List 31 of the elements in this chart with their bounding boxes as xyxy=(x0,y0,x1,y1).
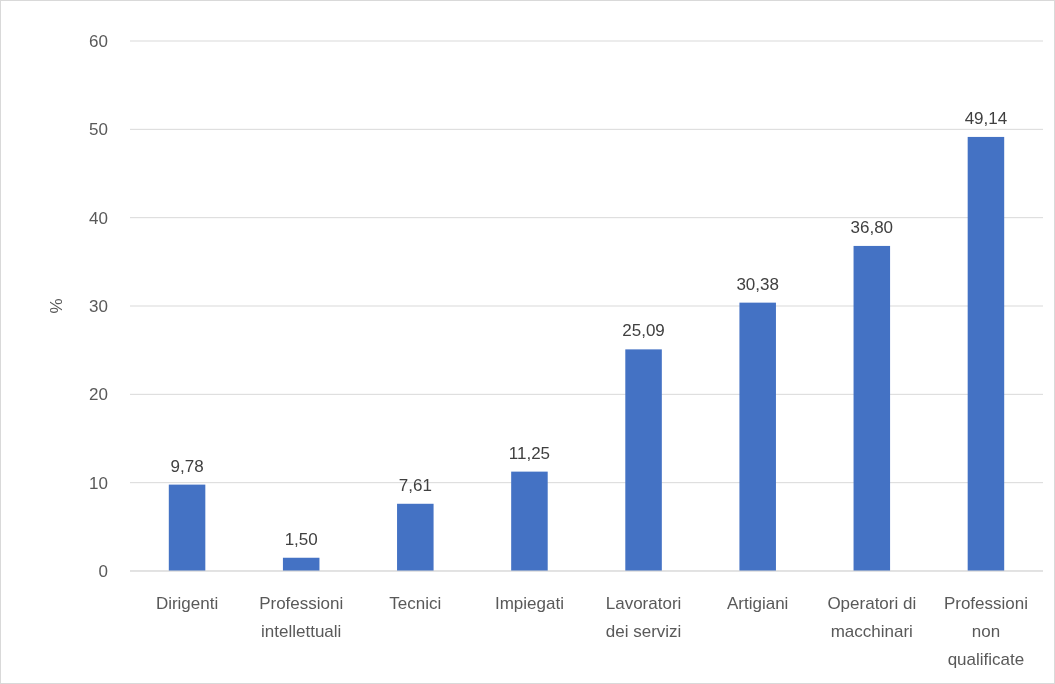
y-axis-title: % xyxy=(47,298,66,314)
y-tick-label: 60 xyxy=(89,31,108,51)
x-tick-label: Dirigenti xyxy=(155,594,219,613)
x-tick-label: Professioni non qualificate xyxy=(943,594,1028,669)
x-tick-label: Lavoratori dei servizi xyxy=(605,594,682,641)
x-tick-label: Impiegati xyxy=(494,594,564,613)
x-tick-label: Operatori di macchinari xyxy=(827,594,917,641)
data-label: 49,14 xyxy=(964,108,1008,128)
y-tick-label: 0 xyxy=(98,561,108,581)
y-tick-label: 50 xyxy=(89,120,108,140)
data-label: 30,38 xyxy=(736,274,779,294)
data-label: 36,80 xyxy=(850,217,894,237)
bar xyxy=(625,349,662,571)
bar xyxy=(853,245,891,571)
bar xyxy=(739,302,776,571)
y-tick-label: 20 xyxy=(89,385,108,405)
x-tick-label: Professioni intellettuali xyxy=(259,594,344,641)
data-label: 7,61 xyxy=(398,475,432,495)
bar xyxy=(967,136,1005,571)
data-label: 9,78 xyxy=(170,456,204,476)
bar xyxy=(511,471,548,571)
data-label: 11,25 xyxy=(508,443,551,463)
x-tick-label: Artigiani xyxy=(726,594,789,613)
y-tick-label: 40 xyxy=(89,208,108,228)
y-tick-label: 10 xyxy=(89,473,108,493)
bar xyxy=(397,503,434,571)
y-tick-label: 30 xyxy=(89,296,108,316)
x-tick-label: Tecnici xyxy=(389,594,442,613)
data-label: 25,09 xyxy=(622,321,665,341)
data-label: 1,50 xyxy=(284,529,318,549)
bar xyxy=(168,484,206,571)
